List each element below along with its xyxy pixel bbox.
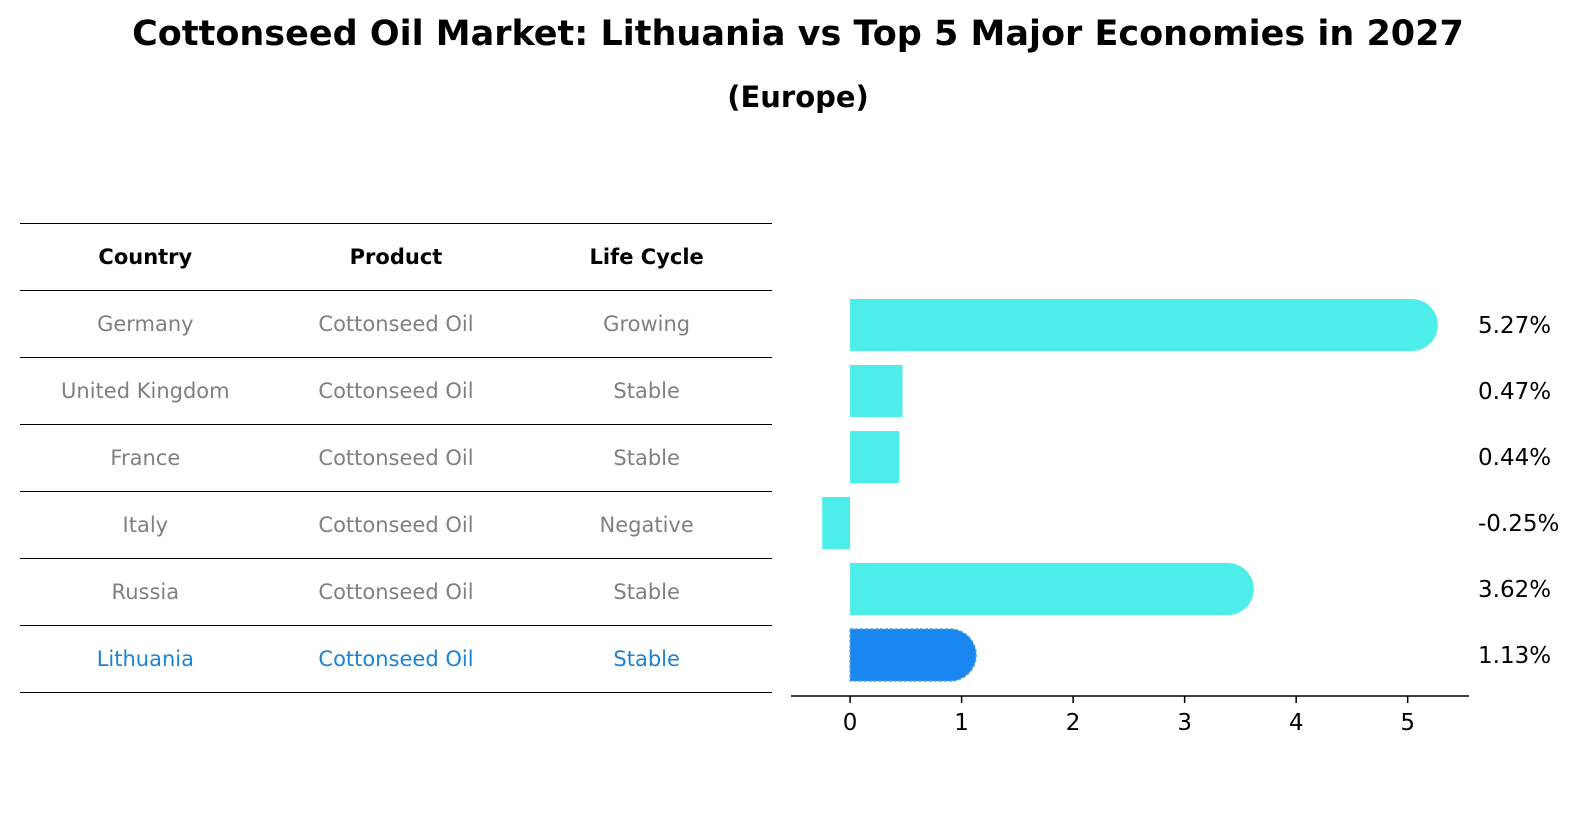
cell-product: Cottonseed Oil	[270, 424, 522, 492]
cell-life-cycle: Growing	[521, 290, 772, 358]
chart-title: Cottonseed Oil Market: Lithuania vs Top …	[132, 14, 1464, 54]
cell-country: Germany	[20, 290, 271, 358]
bar	[850, 299, 1438, 351]
chart-subtitle: (Europe)	[727, 80, 869, 114]
cell-product: Cottonseed Oil	[270, 625, 522, 693]
data-label: 1.13%	[1478, 643, 1551, 669]
x-tick-label: 3	[1177, 710, 1192, 736]
table-header-row: Country Product Life Cycle	[20, 223, 772, 291]
table-row-highlight: Lithuania Cottonseed Oil Stable	[20, 625, 772, 693]
table-row: Russia Cottonseed Oil Stable	[20, 558, 772, 626]
x-tick-label: 5	[1400, 710, 1415, 736]
bar	[822, 497, 851, 549]
market-table: Country Product Life Cycle Germany Cotto…	[20, 223, 772, 693]
bar	[850, 365, 903, 417]
x-tick-label: 4	[1289, 710, 1304, 736]
cell-product: Cottonseed Oil	[270, 491, 522, 559]
cell-product: Cottonseed Oil	[270, 290, 522, 358]
cell-product: Cottonseed Oil	[270, 558, 522, 626]
table-row: France Cottonseed Oil Stable	[20, 424, 772, 492]
cell-country: Lithuania	[20, 625, 271, 693]
header-product: Product	[270, 223, 522, 291]
cell-country: United Kingdom	[20, 357, 271, 425]
table-row: United Kingdom Cottonseed Oil Stable	[20, 357, 772, 425]
cell-country: France	[20, 424, 271, 492]
cell-life-cycle: Stable	[521, 357, 772, 425]
table-row: Germany Cottonseed Oil Growing	[20, 290, 772, 358]
data-label: -0.25%	[1478, 511, 1559, 537]
header-life-cycle: Life Cycle	[521, 223, 772, 291]
data-label: 3.62%	[1478, 577, 1551, 603]
bar	[850, 431, 900, 483]
data-label: 0.47%	[1478, 379, 1551, 405]
data-label: 5.27%	[1478, 313, 1551, 339]
header-country: Country	[20, 223, 271, 291]
cell-life-cycle: Stable	[521, 625, 772, 693]
x-tick-label: 0	[843, 710, 858, 736]
x-tick-label: 1	[954, 710, 969, 736]
table-row: Italy Cottonseed Oil Negative	[20, 491, 772, 559]
cell-life-cycle: Stable	[521, 424, 772, 492]
x-tick-label: 2	[1066, 710, 1081, 736]
bar-highlight	[849, 628, 977, 682]
bar	[850, 563, 1254, 615]
cell-life-cycle: Negative	[521, 491, 772, 559]
cell-product: Cottonseed Oil	[270, 357, 522, 425]
cell-life-cycle: Stable	[521, 558, 772, 626]
cell-country: Russia	[20, 558, 271, 626]
cell-country: Italy	[20, 491, 271, 559]
data-label: 0.44%	[1478, 445, 1551, 471]
